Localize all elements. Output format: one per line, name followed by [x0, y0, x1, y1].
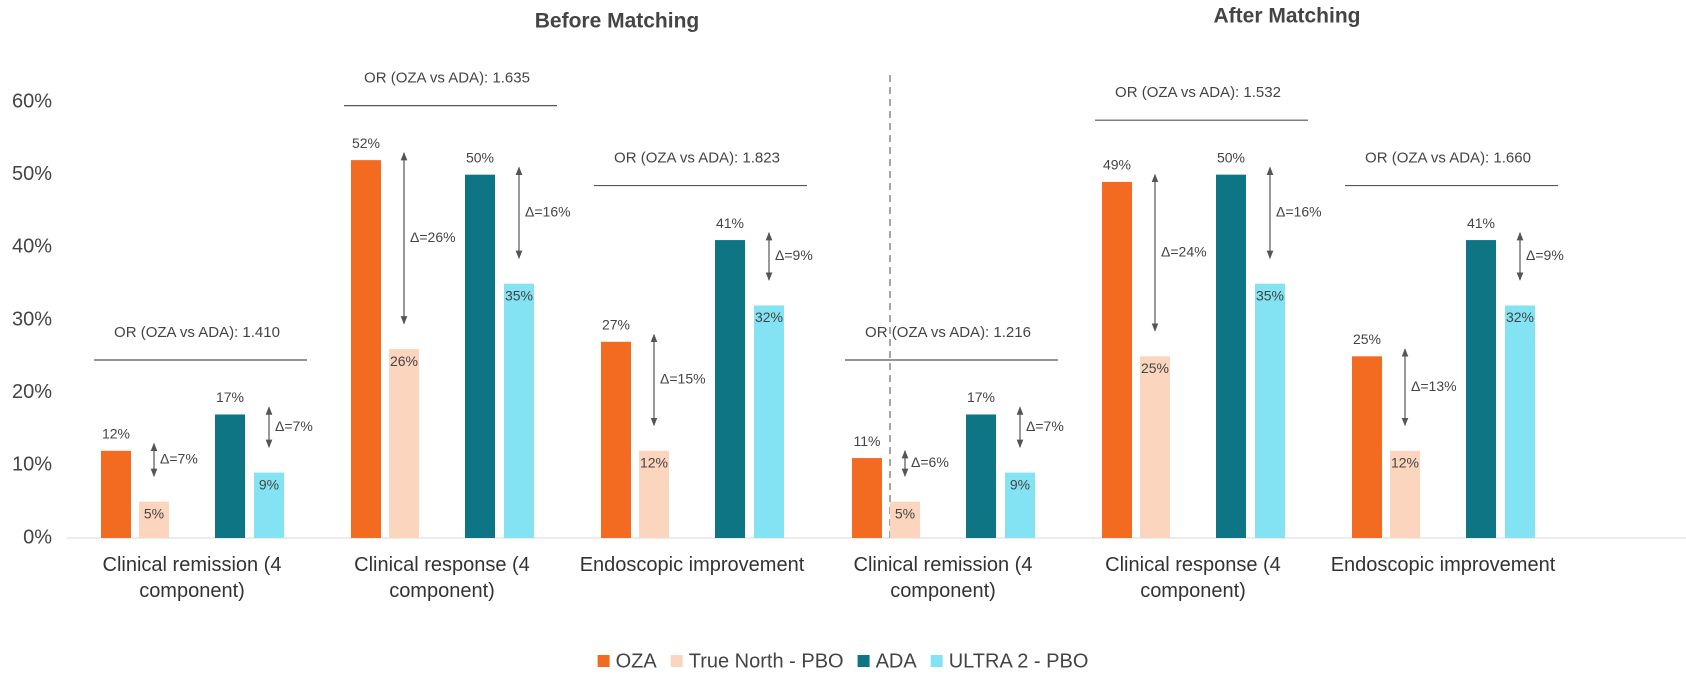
bar [754, 305, 784, 538]
value-label: 41% [1467, 215, 1495, 231]
bar [465, 174, 495, 538]
delta-label: Δ=7% [1026, 418, 1064, 434]
value-label: 26% [390, 353, 418, 369]
bar [1466, 240, 1496, 539]
value-label: 25% [1141, 360, 1169, 376]
legend-label: OZA [616, 650, 658, 672]
x-tick-label: Endoscopic improvement [1330, 554, 1556, 576]
value-label: 35% [1256, 287, 1284, 303]
bar [966, 414, 996, 538]
panel-title: Before Matching [535, 10, 700, 33]
or-label: OR (OZA vs ADA): 1.410 [114, 324, 280, 341]
delta-label: Δ=15% [660, 371, 706, 387]
bar [254, 472, 284, 538]
bar [1216, 174, 1246, 538]
bar [601, 341, 631, 538]
value-label: 49% [1103, 157, 1131, 173]
value-label: 41% [716, 215, 744, 231]
delta-label: Δ=26% [410, 229, 456, 245]
or-label: OR (OZA vs ADA): 1.532 [1115, 84, 1281, 101]
bar [351, 160, 381, 538]
delta-label: Δ=16% [525, 204, 571, 220]
value-label: 5% [895, 505, 915, 521]
panel-title: After Matching [1214, 5, 1361, 28]
bar [139, 501, 169, 538]
delta-label: Δ=24% [1161, 243, 1207, 259]
legend-label: ULTRA 2 - PBO [949, 650, 1089, 672]
legend-label: ADA [876, 650, 918, 672]
legend-swatch [597, 655, 610, 667]
y-tick-label: 10% [12, 454, 52, 476]
value-label: 32% [755, 309, 783, 325]
value-label: 32% [1506, 309, 1534, 325]
bar [504, 283, 534, 538]
bar [101, 450, 131, 538]
or-label: OR (OZA vs ADA): 1.823 [614, 150, 780, 167]
value-label: 11% [854, 433, 881, 449]
delta-label: Δ=9% [1526, 247, 1564, 263]
bar [890, 501, 920, 538]
legend-swatch [857, 655, 870, 667]
value-label: 25% [1353, 331, 1381, 347]
legend-swatch [670, 655, 683, 667]
bar [715, 240, 745, 539]
bar [1390, 450, 1420, 538]
x-tick-label: Endoscopic improvement [579, 554, 805, 576]
bar [215, 414, 245, 538]
x-tick-label: Clinical response (4 component) [354, 554, 530, 602]
delta-label: Δ=9% [775, 247, 813, 263]
x-tick-label: Clinical remission (4 component) [102, 554, 282, 602]
y-tick-label: 20% [12, 381, 52, 403]
y-tick-label: 30% [12, 308, 52, 330]
legend-label: True North - PBO [689, 650, 844, 672]
value-label: 12% [102, 426, 130, 442]
y-tick-label: 50% [12, 163, 52, 185]
or-label: OR (OZA vs ADA): 1.660 [1365, 150, 1531, 167]
value-label: 9% [1010, 476, 1030, 492]
value-label: 27% [602, 317, 630, 333]
legend-swatch [930, 655, 943, 667]
value-label: 5% [144, 505, 164, 521]
bar [1102, 181, 1132, 538]
value-label: 35% [505, 287, 533, 303]
x-tick-label: Clinical remission (4 component) [853, 554, 1033, 602]
value-label: 12% [1391, 455, 1419, 471]
value-label: 9% [259, 476, 279, 492]
delta-label: Δ=6% [911, 454, 949, 470]
or-label: OR (OZA vs ADA): 1.216 [865, 324, 1031, 341]
y-tick-label: 0% [23, 526, 52, 548]
delta-label: Δ=7% [275, 418, 313, 434]
bar [1005, 472, 1035, 538]
value-label: 50% [466, 149, 494, 165]
x-tick-label: Clinical response (4 component) [1105, 554, 1281, 602]
delta-label: Δ=7% [160, 451, 198, 467]
y-tick-label: 40% [12, 236, 52, 258]
bar [389, 349, 419, 538]
bar [639, 450, 669, 538]
value-label: 50% [1217, 149, 1245, 165]
bar [852, 458, 882, 538]
bar [1505, 305, 1535, 538]
delta-label: Δ=13% [1411, 378, 1457, 394]
or-label: OR (OZA vs ADA): 1.635 [364, 70, 530, 87]
value-label: 17% [967, 389, 995, 405]
delta-label: Δ=16% [1276, 204, 1322, 220]
bar [1255, 283, 1285, 538]
value-label: 17% [216, 389, 244, 405]
bar [1352, 356, 1382, 538]
y-tick-label: 60% [12, 90, 52, 112]
value-label: 52% [352, 135, 380, 151]
value-label: 12% [640, 455, 668, 471]
bar [1140, 356, 1170, 538]
